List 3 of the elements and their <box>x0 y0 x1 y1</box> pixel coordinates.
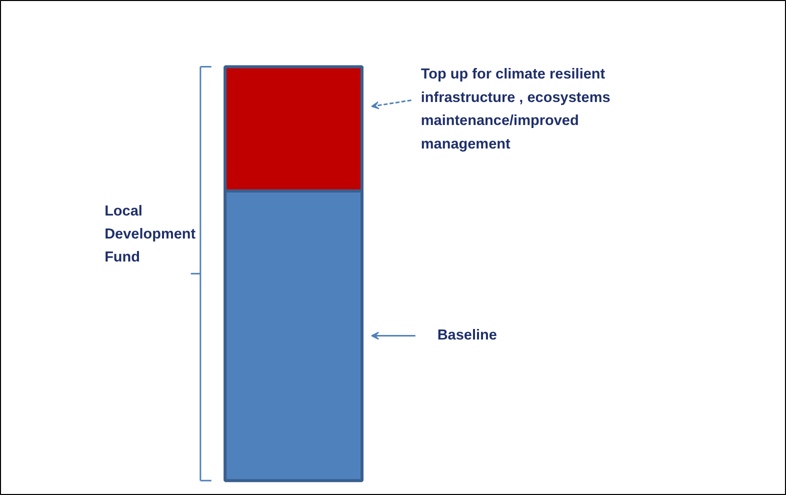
text: Baseline <box>437 328 497 344</box>
text: Top up for climate resilient infrastructure , ecosystems maintenance/improved management <box>420 66 610 152</box>
text: Local Development Fund <box>104 203 196 266</box>
